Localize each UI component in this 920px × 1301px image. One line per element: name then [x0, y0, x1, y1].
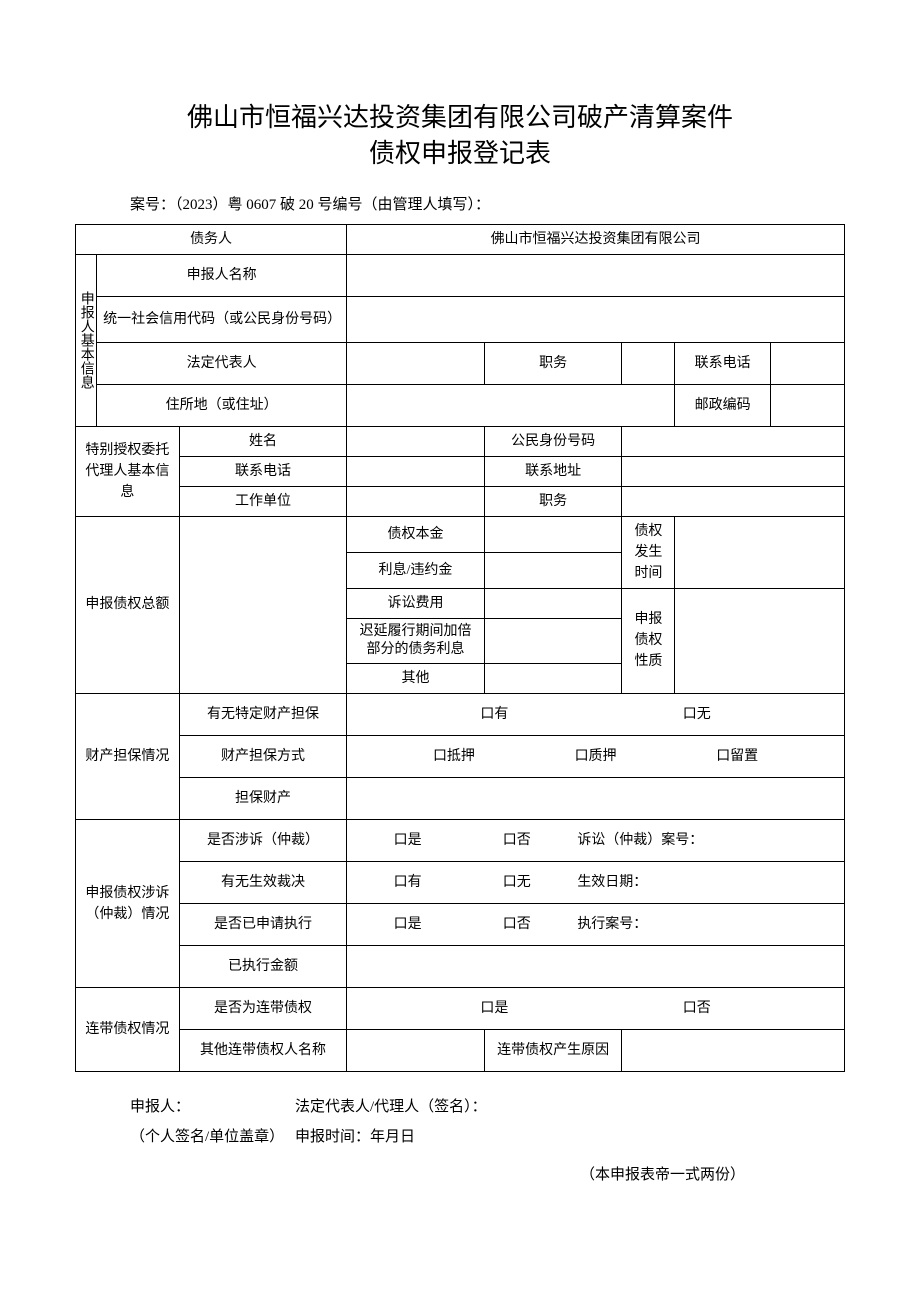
footer-copies-note: （本申报表帝一式两份）: [75, 1160, 845, 1190]
contact-addr-value[interactable]: [622, 456, 845, 486]
social-code-label: 统一社会信用代码（或公民身份号码）: [97, 296, 347, 342]
litigation-section: 申报债权涉诉（仲裁）情况: [76, 820, 180, 988]
opt-yes-2: 口是: [394, 914, 422, 935]
contact-phone-label: 联系电话: [675, 342, 770, 384]
claim-occur-time-label: 债权发生时间: [622, 516, 675, 588]
claim-total-value[interactable]: [179, 516, 346, 693]
has-ruling-value[interactable]: 口有 口无 生效日期：: [347, 862, 845, 904]
claim-occur-time-value[interactable]: [675, 516, 845, 588]
exec-case-no: 执行案号：: [571, 914, 838, 935]
debtor-label: 债务人: [76, 224, 347, 254]
claim-total-section: 申报债权总额: [76, 516, 180, 693]
agent-section: 特别授权委托代理人基本信息: [76, 426, 180, 516]
applicant-section: 申报人基本信息: [76, 254, 97, 426]
address-label: 住所地（或住址）: [97, 384, 347, 426]
work-unit-label: 工作单位: [179, 486, 346, 516]
applied-execution-label: 是否已申请执行: [179, 904, 346, 946]
opt-have-2: 口有: [394, 872, 422, 893]
legal-rep-value[interactable]: [347, 342, 485, 384]
executed-amount-value[interactable]: [347, 946, 845, 988]
executed-amount-label: 已执行金额: [179, 946, 346, 988]
delay-interest-label: 迟延履行期间加倍部分的债务利息: [347, 618, 485, 663]
joint-reason-value[interactable]: [622, 1030, 845, 1072]
principal-label: 债权本金: [347, 516, 485, 552]
claim-nature-label: 申报债权性质: [622, 588, 675, 693]
litigation-fee-value[interactable]: [484, 588, 622, 618]
agent-position-value[interactable]: [622, 486, 845, 516]
opt-not-have: 口无: [683, 704, 711, 725]
title-line1: 佛山市恒福兴达投资集团有限公司破产清算案件: [75, 100, 845, 136]
applied-execution-value[interactable]: 口是 口否 执行案号：: [347, 904, 845, 946]
guarantee-section: 财产担保情况: [76, 694, 180, 820]
agent-name-label: 姓名: [179, 426, 346, 456]
opt-no: 口否: [503, 830, 531, 851]
interest-value[interactable]: [484, 552, 622, 588]
litigation-fee-label: 诉讼费用: [347, 588, 485, 618]
opt-no-2: 口否: [503, 914, 531, 935]
other-joint-name-value[interactable]: [347, 1030, 485, 1072]
title-line2: 债权申报登记表: [75, 136, 845, 172]
contact-phone-value[interactable]: [770, 342, 844, 384]
applicant-name-label: 申报人名称: [97, 254, 347, 296]
position-label: 职务: [484, 342, 622, 384]
has-guarantee-label: 有无特定财产担保: [179, 694, 346, 736]
debtor-value: 佛山市恒福兴达投资集团有限公司: [347, 224, 845, 254]
guarantee-property-value[interactable]: [347, 778, 845, 820]
address-value[interactable]: [347, 384, 675, 426]
contact-addr-label: 联系地址: [484, 456, 622, 486]
delay-interest-value[interactable]: [484, 618, 622, 663]
other-value[interactable]: [484, 664, 622, 694]
effective-date: 生效日期：: [571, 872, 838, 893]
guarantee-method-value[interactable]: 口抵押 口质押 口留置: [347, 736, 845, 778]
footer-apply-time: 申报时间：年月日: [295, 1122, 845, 1152]
footer-applicant: 申报人：: [75, 1092, 295, 1122]
opt-lien: 口留置: [716, 746, 758, 767]
agent-phone-label: 联系电话: [179, 456, 346, 486]
is-litigation-label: 是否涉诉（仲裁）: [179, 820, 346, 862]
is-litigation-value[interactable]: 口是 口否 诉讼（仲裁）案号：: [347, 820, 845, 862]
social-code-value[interactable]: [347, 296, 845, 342]
agent-name-value[interactable]: [347, 426, 485, 456]
opt-mortgage: 口抵押: [433, 746, 475, 767]
registration-table: 债务人 佛山市恒福兴达投资集团有限公司 申报人基本信息 申报人名称 统一社会信用…: [75, 224, 845, 1072]
principal-value[interactable]: [484, 516, 622, 552]
is-joint-value[interactable]: 口是 口否: [347, 988, 845, 1030]
postal-code-label: 邮政编码: [675, 384, 770, 426]
claim-nature-value[interactable]: [675, 588, 845, 693]
footer-signature-note: （个人签名/单位盖章）: [75, 1122, 295, 1152]
form-title: 佛山市恒福兴达投资集团有限公司破产清算案件 债权申报登记表: [75, 100, 845, 173]
opt-yes-3: 口是: [480, 998, 508, 1019]
id-number-label: 公民身份号码: [484, 426, 622, 456]
has-ruling-label: 有无生效裁决: [179, 862, 346, 904]
applicant-name-value[interactable]: [347, 254, 845, 296]
other-label: 其他: [347, 664, 485, 694]
opt-have: 口有: [480, 704, 508, 725]
id-number-value[interactable]: [622, 426, 845, 456]
joint-section: 连带债权情况: [76, 988, 180, 1072]
is-joint-label: 是否为连带债权: [179, 988, 346, 1030]
opt-not-have-2: 口无: [503, 872, 531, 893]
position-value[interactable]: [622, 342, 675, 384]
opt-yes: 口是: [394, 830, 422, 851]
opt-pledge: 口质押: [575, 746, 617, 767]
lit-case-no: 诉讼（仲裁）案号：: [571, 830, 838, 851]
joint-reason-label: 连带债权产生原因: [484, 1030, 622, 1072]
has-guarantee-value[interactable]: 口有 口无: [347, 694, 845, 736]
other-joint-name-label: 其他连带债权人名称: [179, 1030, 346, 1072]
agent-phone-value[interactable]: [347, 456, 485, 486]
opt-no-3: 口否: [683, 998, 711, 1019]
guarantee-property-label: 担保财产: [179, 778, 346, 820]
postal-code-value[interactable]: [770, 384, 844, 426]
work-unit-value[interactable]: [347, 486, 485, 516]
interest-label: 利息/违约金: [347, 552, 485, 588]
guarantee-method-label: 财产担保方式: [179, 736, 346, 778]
footer-rep-sign: 法定代表人/代理人（签名）：: [295, 1092, 845, 1122]
footer: 申报人： 法定代表人/代理人（签名）： （个人签名/单位盖章） 申报时间：年月日…: [75, 1092, 845, 1190]
agent-position-label: 职务: [484, 486, 622, 516]
case-number: 案号：（2023）粤 0607 破 20 号编号（由管理人填写）：: [130, 193, 845, 214]
legal-rep-label: 法定代表人: [97, 342, 347, 384]
